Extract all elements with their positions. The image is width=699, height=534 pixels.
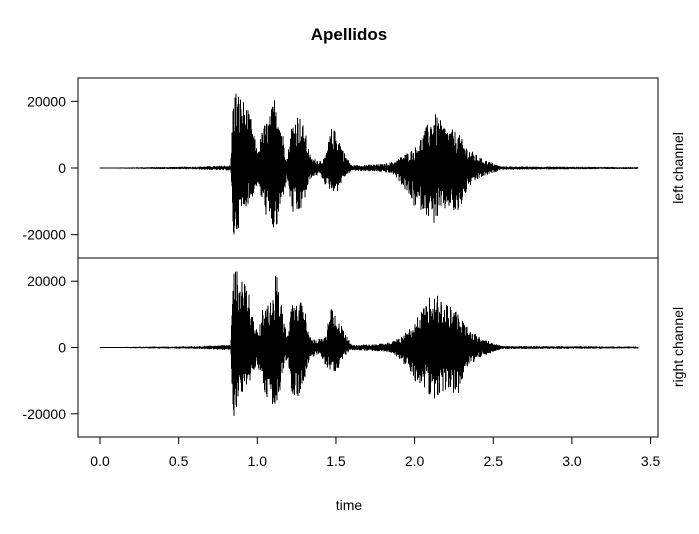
panel-right-channel: 20000 0 -20000 right channel [22, 257, 686, 438]
ylabel-right-channel: right channel [670, 307, 686, 387]
x-tick-label: 3.5 [641, 453, 661, 469]
waveform-right-channel [99, 271, 639, 416]
y-axis-right-channel: 20000 0 -20000 [22, 273, 79, 422]
waveform-left-channel [99, 93, 639, 235]
ylabel-left-channel: left channel [670, 132, 686, 204]
x-tick-label: 3.0 [562, 453, 582, 469]
y-tick-label: 20000 [27, 273, 66, 289]
x-tick-label: 2.0 [405, 453, 425, 469]
waveform-trace [99, 271, 639, 416]
chart-title: Apellidos [311, 25, 388, 44]
y-axis-left-channel: 20000 0 -20000 [22, 93, 79, 243]
x-tick-label: 1.5 [326, 453, 346, 469]
y-tick-label: 20000 [27, 93, 66, 109]
x-tick-label: 0.5 [169, 453, 189, 469]
panel-left-channel: 20000 0 -20000 left channel [22, 77, 686, 259]
y-tick-label: 0 [58, 160, 66, 176]
x-tick-label: 2.5 [484, 453, 504, 469]
y-tick-label: -20000 [22, 227, 66, 243]
x-axis: 0.0 0.5 1.0 1.5 2.0 2.5 3.0 3.5 [90, 436, 661, 469]
y-tick-label: 0 [58, 340, 66, 356]
x-tick-label: 0.0 [90, 453, 110, 469]
y-tick-label: -20000 [22, 406, 66, 422]
waveform-trace [99, 93, 639, 235]
x-tick-label: 1.0 [248, 453, 268, 469]
x-axis-label: time [336, 497, 363, 513]
